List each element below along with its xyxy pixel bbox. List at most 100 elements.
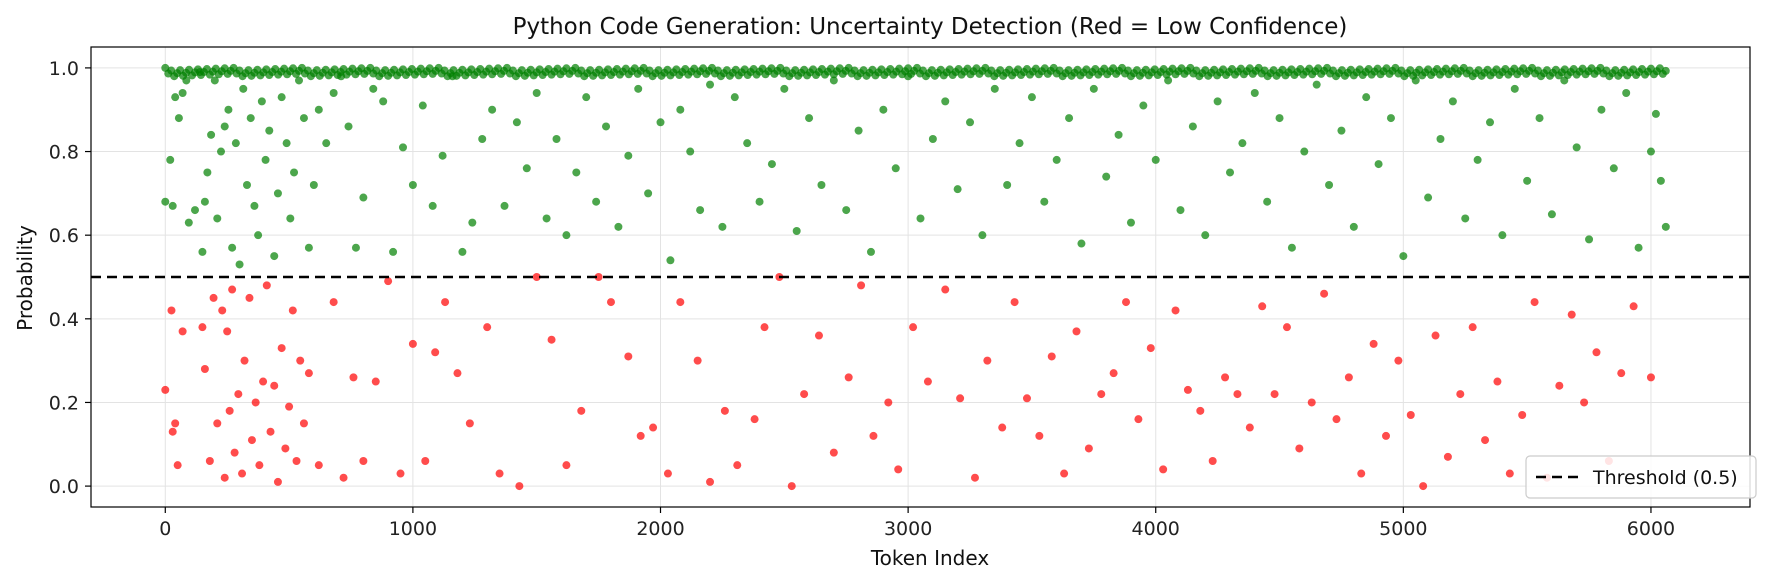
low-confidence-point: [693, 356, 702, 365]
low-confidence-point: [314, 461, 323, 470]
low-confidence-point: [515, 482, 524, 491]
low-confidence-point: [649, 423, 658, 432]
low-confidence-point: [277, 344, 286, 353]
low-confidence-point: [1320, 289, 1329, 298]
high-confidence-point: [928, 135, 937, 143]
high-confidence-point: [242, 181, 251, 189]
high-confidence-point: [389, 247, 398, 256]
low-confidence-point: [339, 473, 348, 482]
low-confidence-point: [273, 477, 282, 486]
high-confidence-point: [277, 93, 286, 102]
high-confidence-point: [718, 222, 727, 231]
high-confidence-point: [978, 231, 987, 240]
low-confidence-point: [292, 457, 301, 465]
legend-box: [1525, 455, 1757, 499]
high-confidence-point: [1287, 243, 1296, 252]
low-confidence-point: [1122, 298, 1131, 307]
low-confidence-point: [359, 457, 368, 465]
high-confidence-point: [200, 197, 209, 206]
high-confidence-point: [805, 114, 814, 123]
high-confidence-point: [228, 243, 237, 252]
high-confidence-point: [265, 126, 274, 135]
low-confidence-point: [209, 293, 218, 302]
low-confidence-point: [200, 365, 209, 373]
high-confidence-point: [1473, 155, 1482, 164]
high-confidence-point: [1374, 160, 1383, 169]
low-confidence-point: [750, 415, 759, 424]
low-confidence-point: [262, 281, 271, 290]
high-confidence-point: [273, 189, 282, 198]
high-confidence-point: [478, 135, 487, 143]
high-confidence-point: [261, 155, 270, 164]
low-confidence-point: [1097, 390, 1106, 399]
high-confidence-point: [1102, 172, 1111, 181]
high-confidence-point: [666, 256, 675, 265]
low-confidence-point: [706, 477, 715, 486]
low-confidence-point: [285, 402, 294, 411]
low-confidence-point: [213, 419, 222, 428]
high-confidence-point: [231, 139, 240, 148]
low-confidence-point: [1646, 373, 1655, 382]
high-confidence-point: [1498, 231, 1507, 240]
low-confidence-point: [1406, 411, 1415, 419]
low-confidence-point: [299, 419, 308, 428]
high-confidence-point: [1238, 139, 1247, 148]
high-confidence-point: [990, 84, 999, 93]
high-confidence-point: [730, 93, 739, 102]
low-confidence-point: [349, 373, 358, 382]
low-confidence-point: [857, 281, 866, 290]
low-confidence-point: [1245, 423, 1254, 432]
high-confidence-point: [891, 164, 900, 173]
high-confidence-point: [418, 101, 427, 110]
high-confidence-point: [542, 214, 551, 223]
low-confidence-point: [225, 406, 234, 415]
high-confidence-point: [1003, 181, 1012, 189]
high-confidence-point: [1275, 114, 1284, 123]
high-confidence-point: [290, 168, 299, 177]
low-confidence-point: [408, 339, 417, 348]
high-confidence-point: [966, 118, 975, 127]
low-confidence-point: [720, 406, 729, 415]
high-confidence-point: [299, 114, 308, 123]
low-confidence-point: [941, 285, 950, 294]
high-confidence-point: [634, 84, 643, 93]
high-confidence-point: [1634, 243, 1643, 252]
low-confidence-point: [431, 348, 440, 357]
high-confidence-point: [1065, 114, 1074, 123]
high-confidence-point: [1015, 139, 1024, 148]
high-confidence-point: [1188, 122, 1197, 131]
high-confidence-point: [829, 76, 838, 85]
high-confidence-point: [522, 164, 531, 173]
low-confidence-point: [1010, 298, 1019, 307]
low-confidence-point: [1134, 415, 1143, 424]
low-confidence-point: [1617, 369, 1626, 378]
high-confidence-point: [161, 197, 170, 206]
x-axis-ticks: 0 1000 2000 3000 4000 5000 6000: [159, 507, 1675, 540]
high-confidence-point: [174, 114, 183, 123]
y-tick-label: 0.2: [49, 392, 79, 414]
high-confidence-point: [792, 227, 801, 235]
high-confidence-point: [854, 126, 863, 135]
high-confidence-point: [1164, 76, 1173, 85]
high-confidence-point: [203, 168, 212, 177]
low-confidence-point: [220, 473, 229, 482]
high-confidence-point: [304, 243, 313, 252]
low-confidence-point: [1047, 352, 1056, 361]
low-confidence-point: [396, 469, 405, 478]
high-confidence-point: [239, 84, 248, 93]
low-confidence-point: [923, 377, 932, 386]
low-confidence-point: [829, 448, 838, 457]
low-confidence-point: [178, 327, 187, 336]
high-confidence-point: [1572, 143, 1581, 152]
low-confidence-point: [1258, 302, 1267, 311]
high-confidence-point: [1622, 89, 1631, 97]
high-confidence-point: [842, 206, 851, 215]
legend-threshold-label: Threshold (0.5): [1592, 467, 1738, 489]
high-confidence-point: [1436, 135, 1445, 143]
high-confidence-point: [1523, 176, 1532, 185]
high-confidence-point: [235, 260, 244, 269]
high-confidence-point: [1052, 155, 1061, 164]
high-confidence-point: [250, 201, 259, 210]
high-confidence-point: [1656, 176, 1665, 185]
